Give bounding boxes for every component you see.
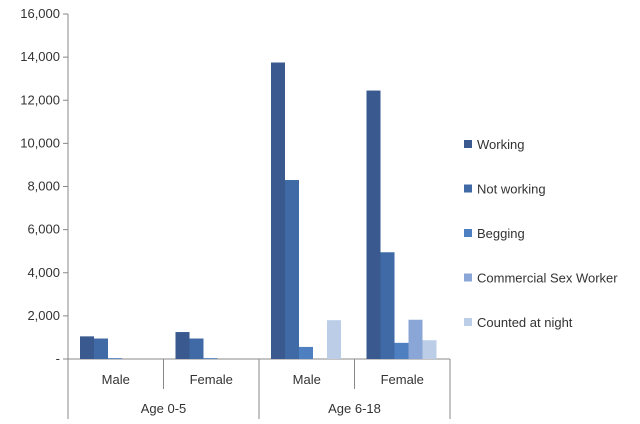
legend-label: Begging [477,226,525,241]
bar [94,338,108,359]
bar [408,319,423,359]
legend-label: Not working [477,182,546,197]
bar [299,346,313,359]
x-category-label: Male [102,372,130,387]
legend-swatch [464,273,472,282]
bar [271,62,285,359]
y-tick-label: 12,000 [20,92,60,107]
bar [175,332,190,359]
legend-swatch [464,229,472,237]
legend-swatch [464,318,472,326]
bar [380,252,395,359]
legend-label: Commercial Sex Worker [477,271,618,286]
legend-swatch [464,184,472,193]
bar [285,180,299,359]
y-tick-label: 4,000 [27,265,60,280]
bar [203,358,218,359]
x-category-label: Female [190,372,233,387]
y-tick-label: 14,000 [20,49,60,64]
y-axis-ticks: - 2,000 4,000 6,000 8,000 10,000 12,000 14,000 1… [20,6,68,366]
bar [80,336,94,359]
x-group-label: Age 6-18 [328,401,381,416]
bar [422,340,437,359]
bars [80,62,437,359]
y-tick-label: 10,000 [20,135,60,150]
bar [366,90,381,359]
legend-label: Working [477,137,524,152]
x-group-label: Age 0-5 [141,401,187,416]
legend-swatch [464,140,472,148]
y-tick-label: - [56,351,60,366]
legend: Working Not working Begging Commercial Sex … [464,137,618,330]
legend-label: Counted at night [477,315,573,330]
bar [189,338,204,359]
bar [108,358,122,359]
y-tick-label: 16,000 [20,6,60,21]
bar [327,320,341,359]
y-tick-label: 6,000 [27,222,60,237]
y-tick-label: 8,000 [27,179,60,194]
x-category-label: Female [381,372,424,387]
y-tick-label: 2,000 [27,308,60,323]
x-category-label: Male [293,372,321,387]
bar [394,342,409,359]
